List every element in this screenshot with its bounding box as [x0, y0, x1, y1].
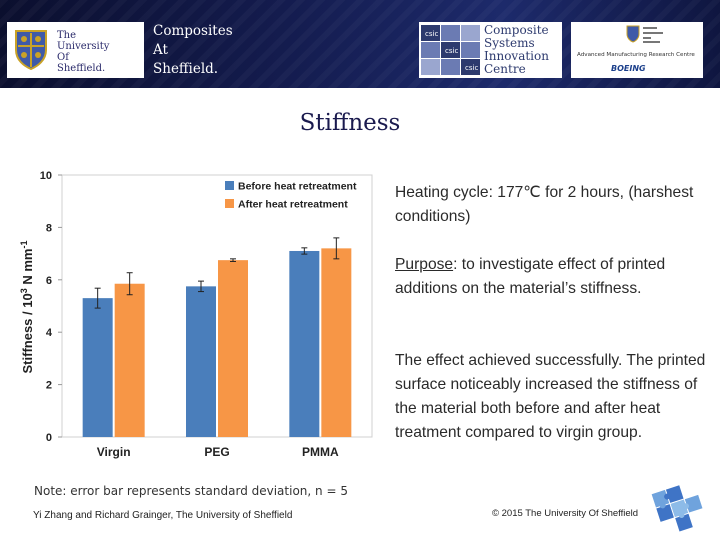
csic-tile-label: csic [425, 30, 438, 38]
x-tick-label-peg: PEG [204, 445, 229, 459]
university-logo-line: Sheffield. [57, 63, 106, 74]
csic-name-line: Composite [484, 23, 549, 37]
small-university-crest-icon [626, 25, 640, 43]
y-tick-label: 8 [46, 222, 52, 234]
bar-pmma-before [289, 250, 320, 437]
y-axis-label-unit: N mm [20, 249, 35, 289]
csic-name-line: Innovation [484, 49, 549, 63]
legend-label: Before heat retreatment [238, 181, 357, 193]
bar-virgin-before [82, 298, 113, 437]
y-axis-label: Stiffness / 103 N mm-1 [19, 241, 35, 374]
y-tick-label: 4 [46, 327, 53, 339]
legend-swatch [225, 181, 234, 190]
csic-name: Composite Systems Innovation Centre [484, 24, 549, 76]
header-title-line: Sheffield. [153, 61, 219, 77]
csic-logo[interactable]: csic csic csic Composite Systems Innovat… [419, 22, 562, 78]
slide-title: Stiffness [299, 110, 401, 136]
university-crest-icon [15, 30, 47, 70]
authors-credit: Yi Zhang and Richard Grainger, The Unive… [33, 510, 293, 521]
university-logo[interactable]: The University Of Sheffield. [7, 22, 144, 78]
y-tick-label: 6 [46, 275, 52, 287]
header-title-line: At [153, 42, 168, 58]
header-title: Composites At Sheffield. [153, 22, 233, 79]
copyright-notice: © 2015 The University Of Sheffield [492, 508, 639, 519]
y-tick-label: 10 [40, 170, 52, 182]
boeing-logo: BOEING [611, 64, 646, 73]
puzzle-pieces-icon [651, 485, 703, 532]
bar-virgin-after [114, 283, 145, 437]
csic-tile-label: csic [445, 47, 458, 55]
header-title-line: Composites [153, 23, 233, 39]
x-labels-group: Virgin PEG PMMA [97, 445, 339, 459]
plot-area [61, 174, 373, 438]
x-tick-label-pmma: PMMA [302, 445, 339, 459]
header-banner: The University Of Sheffield. Composites … [0, 0, 720, 88]
purpose-text: : to investigate effect of printed addit… [395, 256, 666, 297]
stiffness-bar-chart: 0 2 4 6 8 10 Virgin PEG PMMA Before heat retrea… [19, 170, 373, 459]
bar-peg-before [186, 286, 216, 437]
legend: Before heat retreatment After heat retrea… [225, 181, 357, 211]
y-axis-label-prefix: Stiffness / 10 [20, 293, 35, 373]
csic-name-line: Centre [484, 62, 526, 76]
y-axis-label-superscript: 3 [19, 288, 29, 293]
csic-name-line: Systems [484, 36, 535, 50]
bar-peg-after [218, 260, 248, 437]
purpose-label: Purpose [395, 256, 454, 273]
amrc-caption: Advanced Manufacturing Research Centre [577, 52, 695, 58]
heating-cycle-paragraph: Heating cycle: 177℃ for 2 hours, (harshe… [395, 184, 694, 225]
amrc-logo[interactable]: Advanced Manufacturing Research Centre B… [571, 22, 703, 78]
purpose-paragraph: Purpose: to investigate effect of printe… [395, 253, 710, 301]
legend-swatch [225, 199, 234, 208]
university-logo-line: The [57, 30, 77, 41]
bar-pmma-after [321, 248, 352, 437]
y-ticks-group: 0 2 4 6 8 10 [40, 170, 62, 444]
x-tick-label-virgin: Virgin [97, 445, 131, 459]
result-paragraph: The effect achieved successfully. The pr… [395, 352, 706, 441]
y-tick-label: 0 [46, 432, 52, 444]
bars-group [82, 237, 352, 437]
legend-label: After heat retreatment [238, 199, 348, 211]
error-bar-note: Note: error bar represents standard devi… [34, 484, 348, 498]
university-logo-line: Of [57, 52, 69, 63]
csic-tiles-icon: csic csic csic [421, 25, 480, 75]
y-tick-label: 2 [46, 380, 52, 392]
csic-tile-label: csic [465, 64, 478, 72]
small-university-wordmark-icon [643, 27, 663, 43]
y-axis-label-superscript: -1 [19, 241, 29, 249]
university-logo-line: University [57, 41, 110, 52]
